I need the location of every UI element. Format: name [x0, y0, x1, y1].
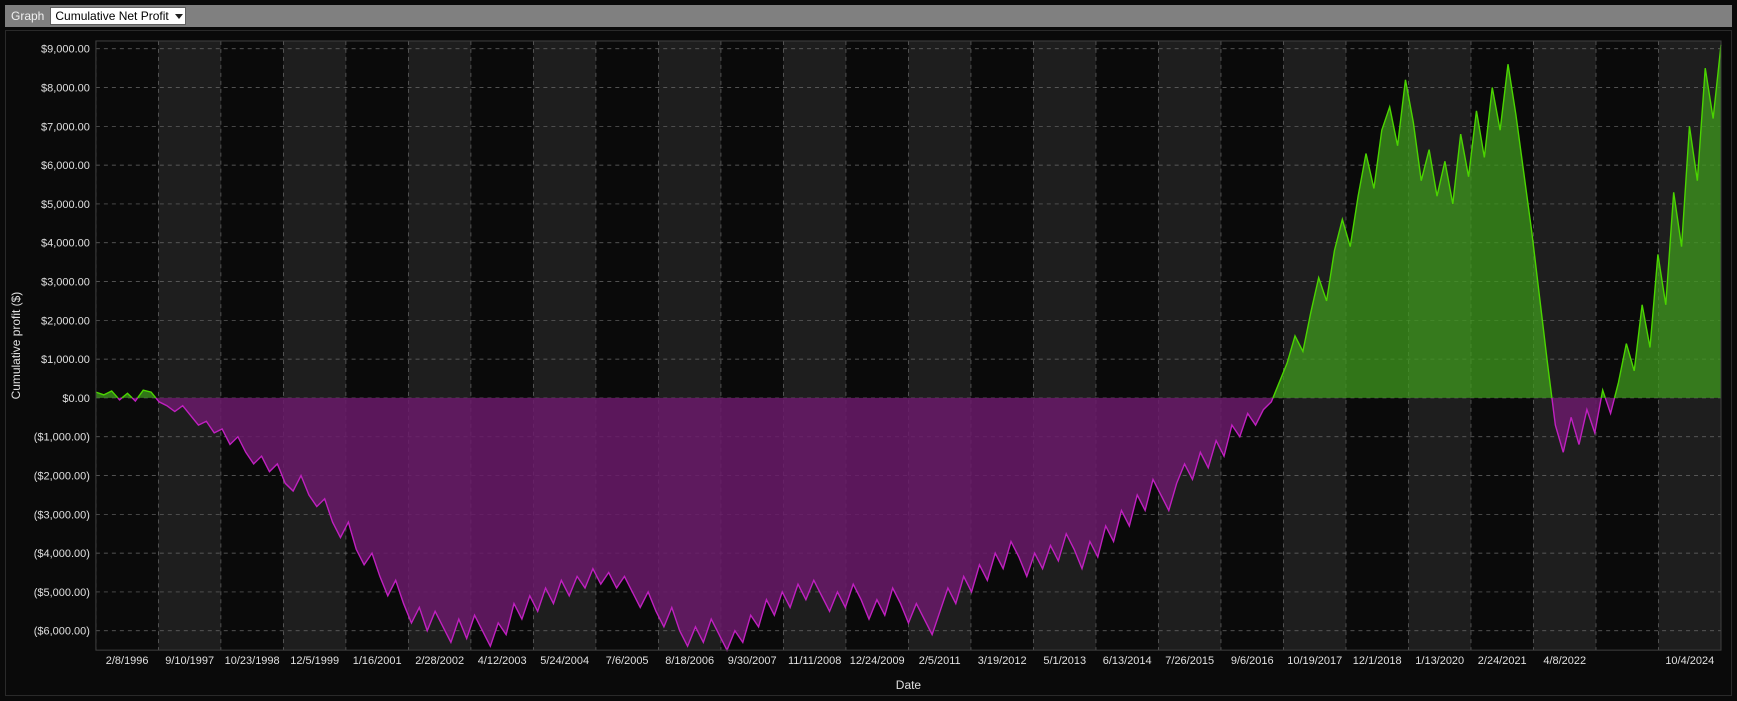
x-tick-label: 4/8/2022: [1543, 655, 1586, 667]
chart-container: $9,000.00 $8,000.00 $7,000.00 $6,000.00 $5,0…: [5, 30, 1732, 696]
x-tick-label: 10/4/2024: [1665, 655, 1714, 667]
x-tick-label: 9/10/1997: [165, 655, 214, 667]
x-tick-label: 1/16/2001: [353, 655, 402, 667]
x-tick-label: 12/24/2009: [850, 655, 905, 667]
y-tick-label: ($2,000.00): [34, 471, 90, 483]
x-axis-title: Date: [896, 678, 922, 692]
x-tick-label: 5/1/2013: [1043, 655, 1086, 667]
x-tick-label: 10/23/1998: [225, 655, 280, 667]
x-tick-label: 6/13/2014: [1103, 655, 1152, 667]
x-tick-label: 9/6/2016: [1231, 655, 1274, 667]
x-tick-label: 9/30/2007: [728, 655, 777, 667]
x-tick-label: 11/11/2008: [788, 655, 841, 667]
y-tick-label: ($4,000.00): [34, 548, 90, 560]
x-tick-label: 2/28/2002: [415, 655, 464, 667]
x-tick-label: 5/24/2004: [540, 655, 589, 667]
graph-select-value: Cumulative Net Profit: [55, 9, 168, 23]
cumulative-profit-chart: $9,000.00 $8,000.00 $7,000.00 $6,000.00 $5,0…: [6, 31, 1731, 695]
x-tick-label: 10/19/2017: [1287, 655, 1342, 667]
y-tick-label: ($5,000.00): [34, 587, 90, 599]
y-tick-label: ($6,000.00): [34, 626, 90, 638]
y-tick-label: $7,000.00: [41, 121, 90, 133]
y-axis-title: Cumulative profit ($): [9, 292, 23, 400]
y-tick-label: ($1,000.00): [34, 432, 90, 444]
y-tick-label: $1,000.00: [41, 354, 90, 366]
y-tick-label: $8,000.00: [41, 83, 90, 95]
x-tick-label: 4/12/2003: [478, 655, 527, 667]
toolbar-label: Graph: [11, 9, 44, 23]
x-tick-label: 7/6/2005: [606, 655, 649, 667]
x-tick-label: 3/19/2012: [978, 655, 1027, 667]
y-tick-label: $2,000.00: [41, 315, 90, 327]
toolbar: Graph Cumulative Net Profit: [5, 5, 1732, 27]
x-tick-label: 12/1/2018: [1353, 655, 1402, 667]
x-tick-label: 1/13/2020: [1415, 655, 1464, 667]
graph-type-select[interactable]: Cumulative Net Profit: [50, 7, 185, 25]
y-tick-label: $3,000.00: [41, 277, 90, 289]
y-tick-label: $5,000.00: [41, 199, 90, 211]
x-tick-label: 12/5/1999: [290, 655, 339, 667]
y-tick-label: ($3,000.00): [34, 509, 90, 521]
chevron-down-icon: [175, 14, 183, 19]
y-tick-label: $0.00: [62, 393, 89, 405]
x-tick-label: 2/8/1996: [106, 655, 149, 667]
x-tick-label: 2/5/2011: [919, 655, 961, 667]
y-tick-label: $4,000.00: [41, 238, 90, 250]
x-tick-label: 7/26/2015: [1165, 655, 1214, 667]
y-tick-label: $6,000.00: [41, 160, 90, 172]
x-tick-label: 8/18/2006: [665, 655, 714, 667]
x-tick-label: 2/24/2021: [1478, 655, 1527, 667]
y-tick-label: $9,000.00: [41, 44, 90, 56]
